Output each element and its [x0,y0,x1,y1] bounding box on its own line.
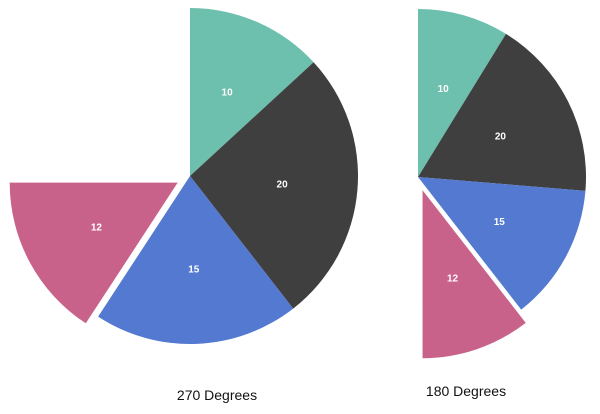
pie-slice-20 [190,62,359,309]
slice-label-10: 10 [222,87,234,98]
pie-slice-10 [418,9,506,177]
pie-slice-20 [418,33,586,191]
slice-label-20: 20 [277,180,289,191]
slice-label-20: 20 [495,131,507,142]
pie-slice-12 [9,182,178,324]
pie-chart-270: 10 20 15 12 [9,8,359,345]
pie-slice-15 [98,176,294,345]
slice-label-10: 10 [438,84,450,95]
chart-caption-270: 270 Degrees [177,387,257,403]
pie-slice-15 [418,177,586,310]
slice-label-12: 12 [447,274,459,285]
slice-label-15: 15 [494,217,506,228]
slice-label-15: 15 [188,264,200,275]
chart-caption-180: 180 Degrees [426,383,506,399]
pie-slice-10 [190,8,314,176]
pie-slice-12 [422,190,526,359]
pie-chart-180: 10 20 15 12 [418,9,586,359]
slice-label-12: 12 [91,223,103,234]
